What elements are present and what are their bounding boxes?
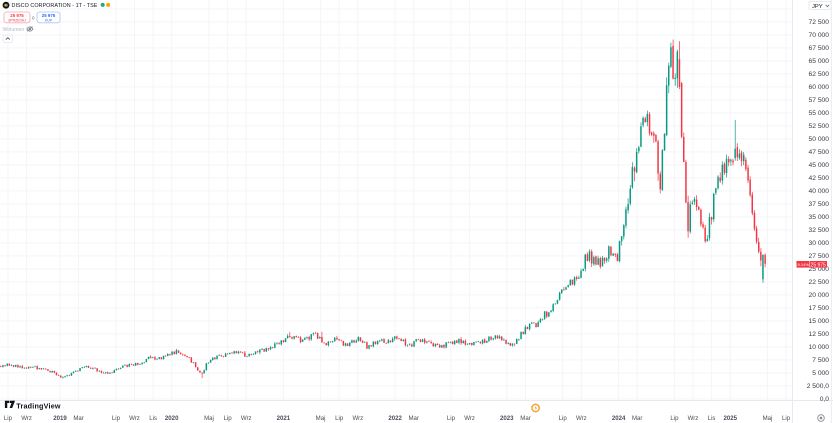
svg-text:25 975: 25 975 (42, 13, 56, 18)
svg-text:22 500: 22 500 (809, 279, 830, 286)
svg-text:0,0: 0,0 (820, 396, 830, 403)
svg-text:Maj: Maj (316, 415, 326, 422)
svg-text:57 500: 57 500 (809, 97, 830, 104)
svg-text:25 975: 25 975 (10, 13, 24, 18)
svg-text:25 975: 25 975 (811, 262, 827, 268)
svg-text:Lis: Lis (149, 415, 157, 422)
svg-text:Wrz: Wrz (464, 415, 475, 422)
svg-text:20 000: 20 000 (809, 292, 830, 299)
svg-text:Lip: Lip (670, 415, 679, 422)
svg-text:DISCO CORPORATION - 1T - TSE: DISCO CORPORATION - 1T - TSE (12, 3, 98, 9)
svg-text:SPRZEDAJ: SPRZEDAJ (8, 18, 26, 22)
svg-text:Lip: Lip (112, 415, 121, 422)
svg-text:Lip: Lip (559, 415, 568, 422)
svg-text:Wrz: Wrz (129, 415, 140, 422)
svg-text:Mar: Mar (408, 415, 419, 422)
svg-text:2025: 2025 (724, 415, 738, 422)
svg-text:40 000: 40 000 (809, 188, 830, 195)
svg-text:2020: 2020 (165, 415, 179, 422)
svg-text:Lip: Lip (4, 415, 13, 422)
svg-text:12 500: 12 500 (809, 331, 830, 338)
svg-text:52 500: 52 500 (809, 123, 830, 130)
svg-text:Wrz: Wrz (576, 415, 587, 422)
svg-text:60 000: 60 000 (809, 84, 830, 91)
svg-text:2019: 2019 (53, 415, 67, 422)
svg-text:67 500: 67 500 (809, 45, 830, 52)
svg-text:Wolumen: Wolumen (3, 27, 25, 33)
svg-text:70 000: 70 000 (809, 32, 830, 39)
svg-text:15 000: 15 000 (809, 318, 830, 325)
svg-text:45 000: 45 000 (809, 162, 830, 169)
svg-text:Wrz: Wrz (688, 415, 699, 422)
svg-text:7 500: 7 500 (812, 357, 829, 364)
svg-text:47 500: 47 500 (809, 149, 830, 156)
svg-text:TradingView: TradingView (16, 401, 61, 410)
svg-text:Lip: Lip (335, 415, 344, 422)
svg-text:30 000: 30 000 (809, 240, 830, 247)
svg-text:32 500: 32 500 (809, 227, 830, 234)
svg-text:Mar: Mar (632, 415, 643, 422)
svg-text:72 500: 72 500 (809, 19, 830, 26)
svg-text:-9.14%: -9.14% (796, 262, 809, 267)
svg-text:62 500: 62 500 (809, 71, 830, 78)
svg-text:5 000: 5 000 (812, 370, 829, 377)
svg-text:Wrz: Wrz (21, 415, 32, 422)
svg-text:27 500: 27 500 (809, 253, 830, 260)
svg-text:17 500: 17 500 (809, 305, 830, 312)
svg-text:Mar: Mar (520, 415, 531, 422)
svg-text:2 500,0: 2 500,0 (807, 383, 830, 390)
svg-text:Maj: Maj (204, 415, 214, 422)
svg-text:2022: 2022 (388, 415, 402, 422)
svg-text:2024: 2024 (612, 415, 626, 422)
svg-text:10 000: 10 000 (809, 344, 830, 351)
svg-text:50 000: 50 000 (809, 136, 830, 143)
svg-text:Wrz: Wrz (241, 415, 252, 422)
svg-text:0: 0 (32, 15, 35, 20)
svg-text:KUP: KUP (45, 18, 53, 22)
svg-text:JPY: JPY (812, 4, 823, 10)
svg-text:2023: 2023 (500, 415, 514, 422)
svg-text:Lip: Lip (782, 415, 791, 422)
svg-text:Maj: Maj (763, 415, 773, 422)
svg-text:65 000: 65 000 (809, 58, 830, 65)
svg-text:Lis: Lis (708, 415, 716, 422)
svg-text:Wrz: Wrz (352, 415, 363, 422)
svg-text:25 000: 25 000 (809, 266, 830, 273)
svg-text:Lip: Lip (224, 415, 233, 422)
svg-text:2021: 2021 (277, 415, 291, 422)
svg-text:42 500: 42 500 (809, 175, 830, 182)
svg-text:35 000: 35 000 (809, 214, 830, 221)
svg-text:55 000: 55 000 (809, 110, 830, 117)
svg-text:37 500: 37 500 (809, 201, 830, 208)
svg-text:Mar: Mar (73, 415, 84, 422)
svg-text:Lip: Lip (447, 415, 456, 422)
